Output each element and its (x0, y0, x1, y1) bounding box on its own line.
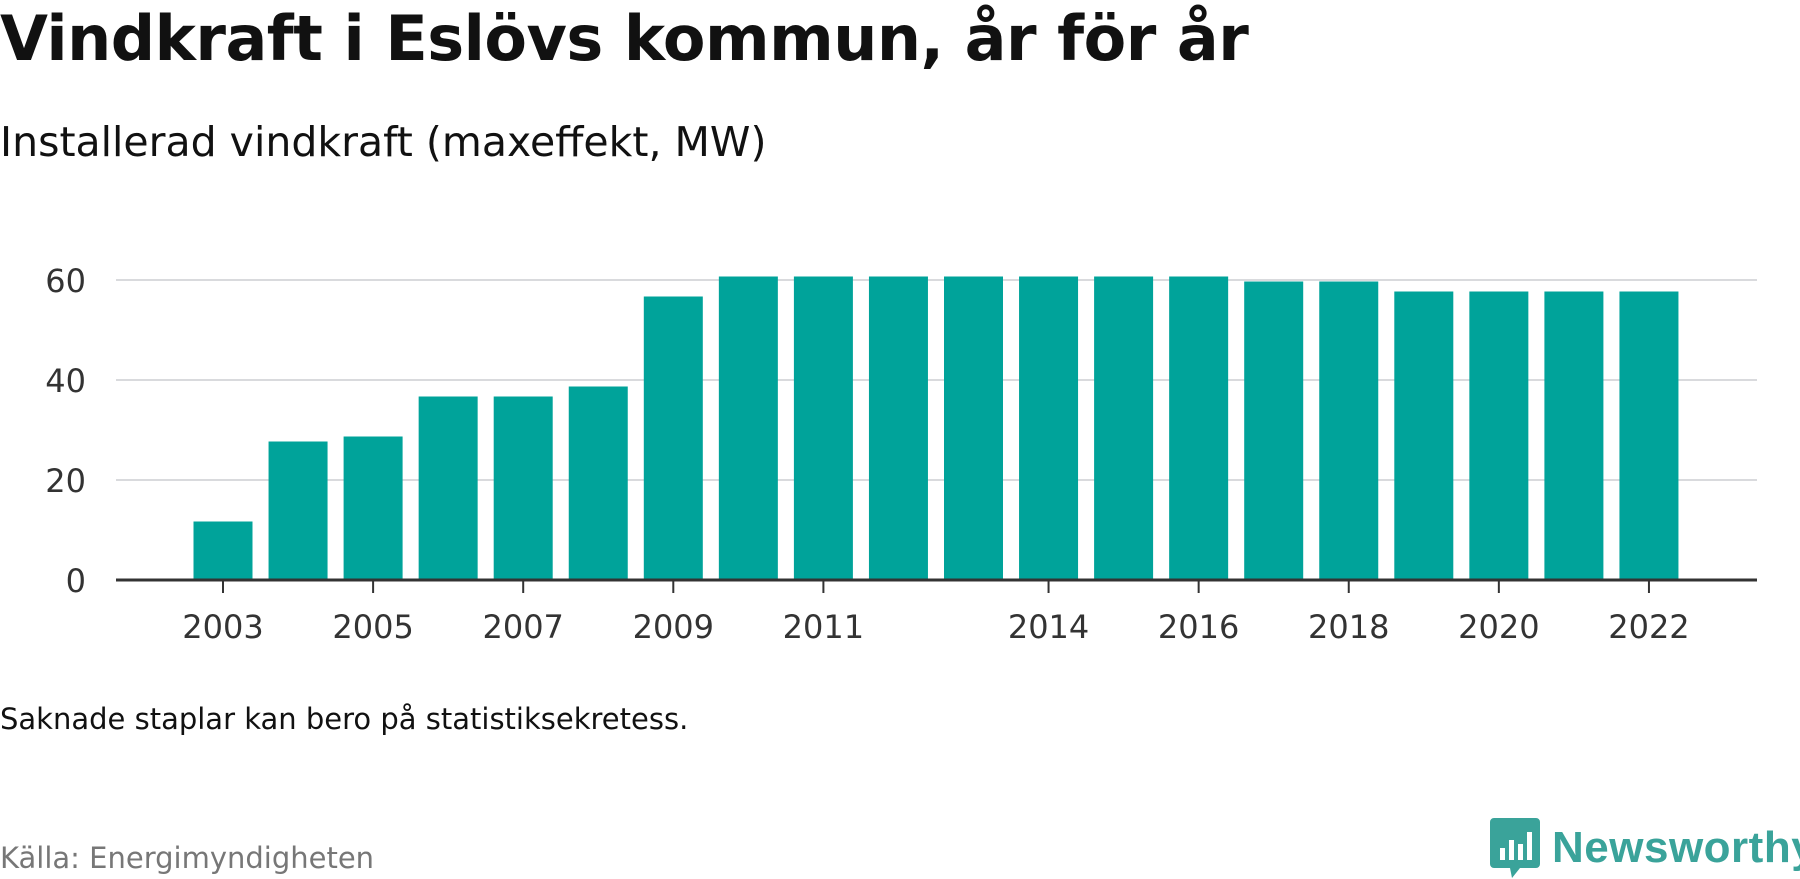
x-tick-labels: 2003 2005 2007 2009 2011 2014 2016 2018 2020 2022 (182, 608, 1689, 646)
x-tick-label-2009: 2009 (633, 608, 714, 646)
bar-2012 (868, 276, 928, 580)
bar-2007 (493, 396, 553, 580)
bar-2022 (1619, 291, 1679, 580)
bar-2011 (793, 276, 853, 580)
x-tick-label-2003: 2003 (182, 608, 263, 646)
bar-2017 (1244, 281, 1304, 580)
footnote: Saknade staplar kan bero på statistiksek… (0, 702, 689, 736)
axes (116, 578, 1757, 593)
bar-2014 (1019, 276, 1079, 580)
y-tick-label-20: 20 (45, 462, 86, 500)
x-tick-label-2014: 2014 (1008, 608, 1089, 646)
x-tick-label-2005: 2005 (332, 608, 413, 646)
bar-2008 (568, 386, 628, 580)
bar-2018 (1319, 281, 1379, 580)
x-tick-label-2022: 2022 (1608, 608, 1689, 646)
x-tick-label-2018: 2018 (1308, 608, 1389, 646)
bar-2003 (193, 521, 253, 580)
chart-title: Vindkraft i Eslövs kommun, år för år (0, 2, 1249, 75)
bar-2015 (1094, 276, 1154, 580)
y-tick-label-0: 0 (66, 562, 86, 600)
chart-subtitle: Installerad vindkraft (maxeffekt, MW) (0, 118, 767, 166)
bar-2005 (343, 436, 403, 580)
x-tick-label-2007: 2007 (482, 608, 563, 646)
y-tick-labels: 0 20 40 60 (45, 262, 86, 600)
x-tick-label-2011: 2011 (783, 608, 864, 646)
bars (193, 276, 1679, 580)
x-tick-label-2020: 2020 (1458, 608, 1539, 646)
brand-name: Newsworthy (1552, 823, 1800, 872)
x-tick-label-2016: 2016 (1158, 608, 1239, 646)
bar-2016 (1169, 276, 1229, 580)
y-tick-label-60: 60 (45, 262, 86, 300)
bar-2020 (1469, 291, 1529, 580)
bar-2006 (418, 396, 478, 580)
brand-logo: Newsworthy (1490, 818, 1800, 878)
bar-2010 (718, 276, 778, 580)
bar-2004 (268, 441, 328, 580)
bar-2021 (1544, 291, 1604, 580)
bar-2009 (643, 296, 703, 580)
bar-2019 (1394, 291, 1454, 580)
newsworthy-logo-icon (1490, 818, 1540, 878)
y-tick-label-40: 40 (45, 362, 86, 400)
source-text: Källa: Energimyndigheten (0, 841, 375, 875)
bar-2013 (944, 276, 1003, 580)
